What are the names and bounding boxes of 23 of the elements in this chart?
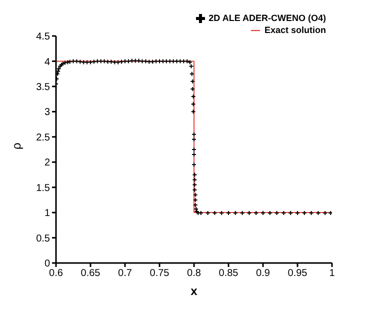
legend-label: 2D ALE ADER-CWENO (O4) [208, 13, 326, 23]
y-tick-label: 3.5 [36, 82, 50, 93]
x-tick-label: 0.95 [288, 268, 308, 280]
y-axis-title: ρ [9, 142, 24, 150]
x-tick-label: 1 [329, 268, 336, 280]
x-axis-title: x [190, 284, 198, 298]
y-tick-label: 1 [44, 208, 50, 220]
x-tick-label: 0.6 [49, 268, 64, 280]
y-tick-label: 2.5 [36, 132, 50, 144]
y-tick-label: 4 [44, 56, 50, 68]
legend-label: Exact solution [264, 25, 326, 35]
y-tick-label: 1.5 [36, 182, 50, 194]
x-tick-label: 0.65 [80, 268, 101, 280]
y-tick-label: 2 [44, 158, 50, 169]
x-tick-label: 0.75 [150, 268, 170, 280]
y-tick-label: 4.5 [36, 32, 50, 43]
x-tick-label: 0.7 [118, 268, 132, 280]
x-tick-label: 0.8 [187, 268, 202, 280]
y-tick-label: 3 [44, 107, 50, 118]
x-tick-label: 0.9 [256, 268, 270, 280]
y-tick-label: 0.5 [36, 233, 50, 244]
x-tick-label: 0.85 [218, 268, 239, 280]
y-tick-label: 0 [44, 258, 50, 270]
